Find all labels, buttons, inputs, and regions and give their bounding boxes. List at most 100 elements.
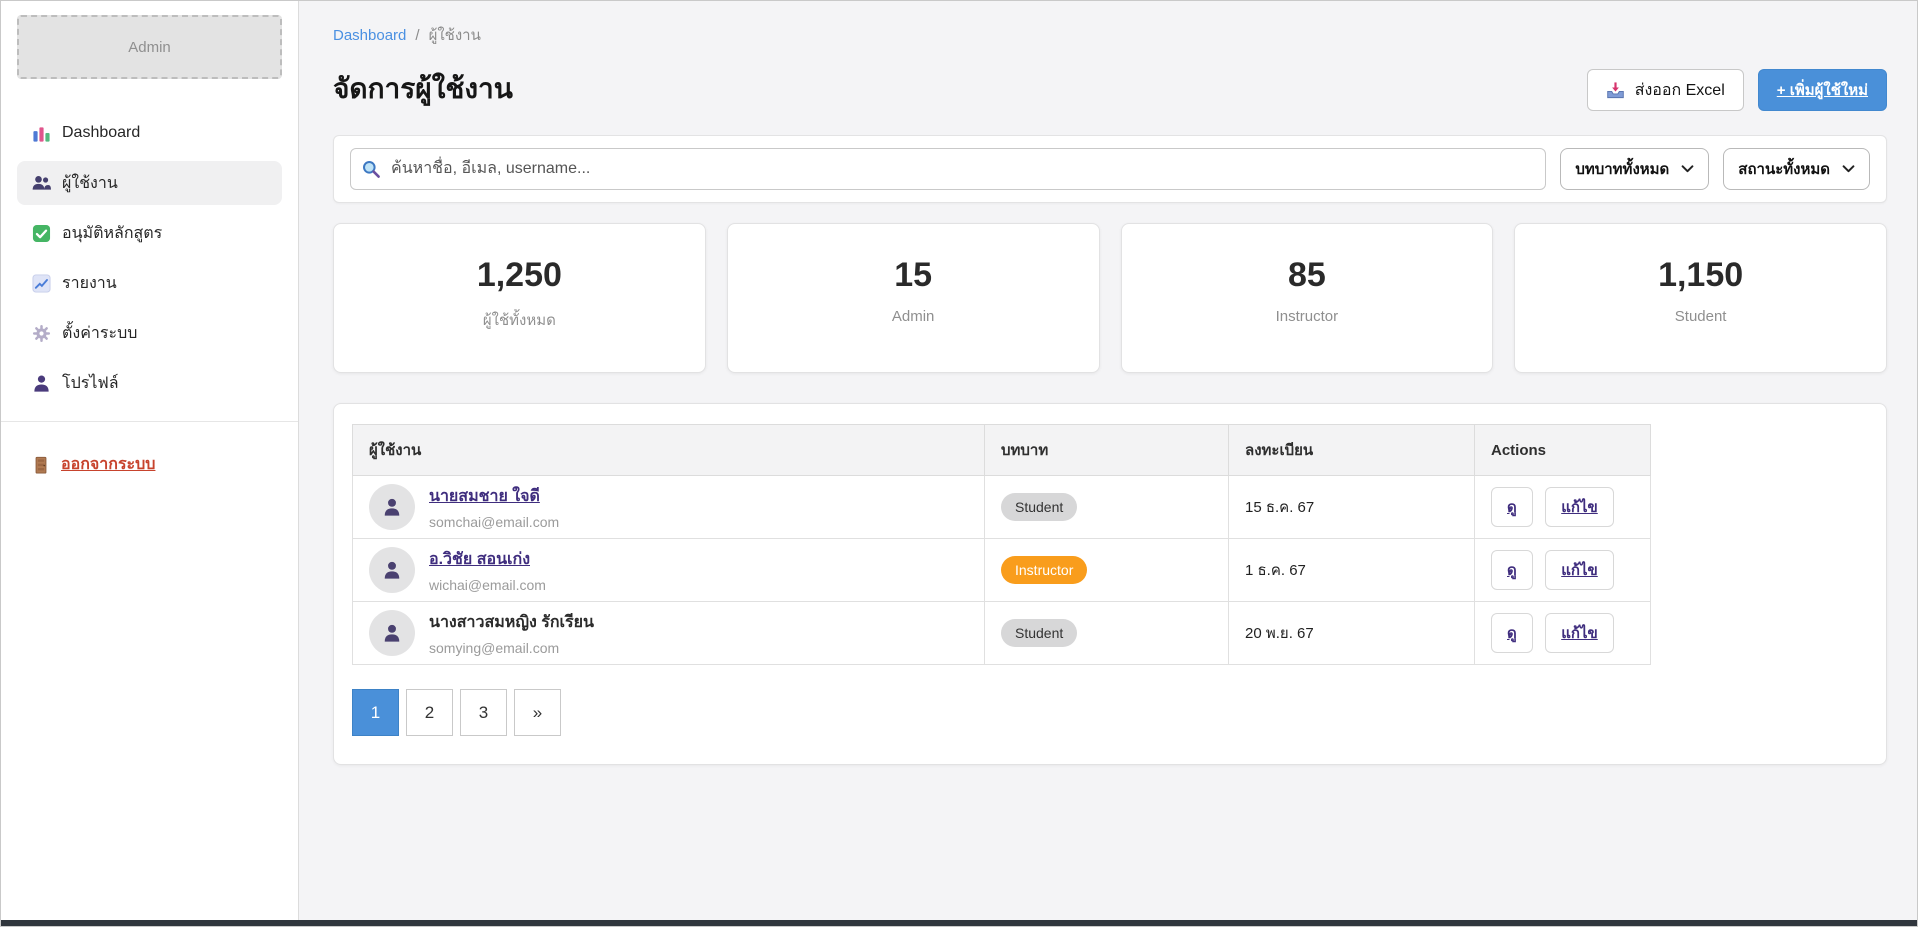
pagination-page-1[interactable]: 1 xyxy=(352,689,399,736)
download-tray-icon xyxy=(1606,80,1626,100)
sidebar-item-settings[interactable]: ตั้งค่าระบบ xyxy=(17,311,282,355)
stats-row: 1,250 ผู้ใช้ทั้งหมด 15 Admin 85 Instruct… xyxy=(333,223,1887,373)
breadcrumb-current: ผู้ใช้งาน xyxy=(428,27,481,44)
breadcrumb: Dashboard / ผู้ใช้งาน xyxy=(333,23,1887,47)
users-table: ผู้ใช้งาน บทบาท ลงทะเบียน Actions xyxy=(352,424,1651,665)
trend-chart-icon xyxy=(31,273,51,293)
status-filter-value: สถานะทั้งหมด xyxy=(1738,161,1830,178)
column-header-user: ผู้ใช้งาน xyxy=(352,424,985,476)
registered-date: 15 ธ.ค. 67 xyxy=(1245,499,1315,516)
stat-label: Instructor xyxy=(1275,308,1339,325)
stat-card-total-users: 1,250 ผู้ใช้ทั้งหมด xyxy=(333,223,706,373)
edit-button[interactable]: แก้ไข xyxy=(1545,550,1614,590)
user-cell: นางสาวสมหญิง รักเรียน somying@email.com xyxy=(369,610,968,656)
stat-card-instructor: 85 Instructor xyxy=(1120,223,1494,373)
sidebar-item-dashboard[interactable]: Dashboard xyxy=(17,111,282,155)
edit-button[interactable]: แก้ไข xyxy=(1545,613,1614,653)
logout-label: ออกจากระบบ xyxy=(61,456,156,473)
breadcrumb-separator: / xyxy=(415,26,420,44)
pagination: 1 2 3 » xyxy=(352,689,1868,736)
sidebar-item-reports[interactable]: รายงาน xyxy=(17,261,282,305)
table-row: อ.วิชัย สอนเก่ง wichai@email.com Instruc… xyxy=(352,538,1651,602)
stat-card-student: 1,150 Student xyxy=(1514,223,1887,373)
role-filter-select[interactable]: บทบาททั้งหมด xyxy=(1560,148,1710,190)
sidebar-item-label: รายงาน xyxy=(62,274,117,292)
pagination-page-2[interactable]: 2 xyxy=(406,689,453,736)
view-button[interactable]: ดู xyxy=(1491,550,1533,590)
stat-label: Admin xyxy=(891,308,935,325)
stat-value: 15 xyxy=(894,256,933,294)
role-badge: Student xyxy=(1001,493,1078,521)
avatar xyxy=(369,484,415,530)
gear-icon xyxy=(31,323,51,343)
stat-value: 1,150 xyxy=(1658,256,1744,294)
user-cell: อ.วิชัย สอนเก่ง wichai@email.com xyxy=(369,547,968,593)
view-button[interactable]: ดู xyxy=(1491,487,1533,527)
stat-label: ผู้ใช้ทั้งหมด xyxy=(482,312,556,329)
registered-date: 1 ธ.ค. 67 xyxy=(1245,562,1306,579)
users-table-panel: ผู้ใช้งาน บทบาท ลงทะเบียน Actions xyxy=(333,403,1887,765)
page-title: จัดการผู้ใช้งาน xyxy=(333,73,513,104)
search-field xyxy=(350,148,1547,190)
logout-link[interactable]: ออกจากระบบ xyxy=(31,452,155,477)
column-header-actions: Actions xyxy=(1474,424,1651,476)
column-header-role: บทบาท xyxy=(984,424,1229,476)
check-square-icon xyxy=(31,223,51,243)
page-header: จัดการผู้ใช้งาน ส่งออก Excel + เพิ่มผู้ใ… xyxy=(333,67,1887,111)
users-icon xyxy=(31,173,51,193)
role-badge: Student xyxy=(1001,619,1078,647)
bar-chart-icon xyxy=(31,123,51,143)
user-name-link[interactable]: นายสมชาย ใจดี xyxy=(429,488,540,505)
sidebar: Admin Dashboard ผู้ใช้งาน อนุมัติหลักสูต… xyxy=(1,1,299,926)
stat-value: 1,250 xyxy=(476,256,562,294)
search-icon xyxy=(361,159,381,179)
table-row: นางสาวสมหญิง รักเรียน somying@email.com … xyxy=(352,601,1651,665)
status-filter-select[interactable]: สถานะทั้งหมด xyxy=(1723,148,1870,190)
role-badge: Instructor xyxy=(1001,556,1088,584)
person-icon xyxy=(31,373,51,393)
view-button[interactable]: ดู xyxy=(1491,613,1533,653)
sidebar-item-label: ตั้งค่าระบบ xyxy=(62,324,138,342)
column-header-registered: ลงทะเบียน xyxy=(1228,424,1475,476)
sidebar-item-label: อนุมัติหลักสูตร xyxy=(62,224,163,242)
user-cell: นายสมชาย ใจดี somchai@email.com xyxy=(369,484,968,530)
breadcrumb-dashboard-link[interactable]: Dashboard xyxy=(333,26,407,44)
sidebar-item-course-approval[interactable]: อนุมัติหลักสูตร xyxy=(17,211,282,255)
sidebar-item-label: Dashboard xyxy=(62,124,141,141)
main-content: Dashboard / ผู้ใช้งาน จัดการผู้ใช้งาน ส่… xyxy=(299,1,1917,926)
registered-date: 20 พ.ย. 67 xyxy=(1245,625,1314,642)
admin-logo: Admin xyxy=(17,15,282,79)
sidebar-divider xyxy=(1,421,298,422)
sidebar-item-users[interactable]: ผู้ใช้งาน xyxy=(17,161,282,205)
chevron-down-icon xyxy=(1681,165,1694,173)
user-name: นางสาวสมหญิง รักเรียน xyxy=(429,614,594,631)
add-user-button[interactable]: + เพิ่มผู้ใช้ใหม่ xyxy=(1757,69,1887,111)
search-input[interactable] xyxy=(350,148,1547,190)
avatar xyxy=(369,610,415,656)
window-bottom-edge xyxy=(1,920,1917,926)
export-excel-button[interactable]: ส่งออก Excel xyxy=(1586,69,1744,111)
edit-button[interactable]: แก้ไข xyxy=(1545,487,1614,527)
chevron-down-icon xyxy=(1842,165,1855,173)
filter-panel: บทบาททั้งหมด สถานะทั้งหมด xyxy=(333,135,1887,203)
user-email: somying@email.com xyxy=(429,640,560,656)
sidebar-item-label: ผู้ใช้งาน xyxy=(62,174,118,192)
user-email: somchai@email.com xyxy=(429,514,560,530)
table-header-row: ผู้ใช้งาน บทบาท ลงทะเบียน Actions xyxy=(352,424,1651,476)
export-excel-label: ส่งออก Excel xyxy=(1634,81,1725,99)
door-icon xyxy=(31,455,51,475)
stat-label: Student xyxy=(1674,308,1727,325)
user-email: wichai@email.com xyxy=(429,577,546,593)
table-row: นายสมชาย ใจดี somchai@email.com Student … xyxy=(352,475,1651,539)
sidebar-item-label: โปรไฟล์ xyxy=(62,374,119,392)
sidebar-nav: Dashboard ผู้ใช้งาน อนุมัติหลักสูตร รายง… xyxy=(1,111,298,405)
pagination-page-3[interactable]: 3 xyxy=(460,689,507,736)
sidebar-item-profile[interactable]: โปรไฟล์ xyxy=(17,361,282,405)
header-actions: ส่งออก Excel + เพิ่มผู้ใช้ใหม่ xyxy=(1586,69,1887,111)
user-name-link[interactable]: อ.วิชัย สอนเก่ง xyxy=(429,551,530,568)
stat-value: 85 xyxy=(1287,256,1326,294)
pagination-next[interactable]: » xyxy=(514,689,561,736)
avatar xyxy=(369,547,415,593)
stat-card-admin: 15 Admin xyxy=(726,223,1100,373)
